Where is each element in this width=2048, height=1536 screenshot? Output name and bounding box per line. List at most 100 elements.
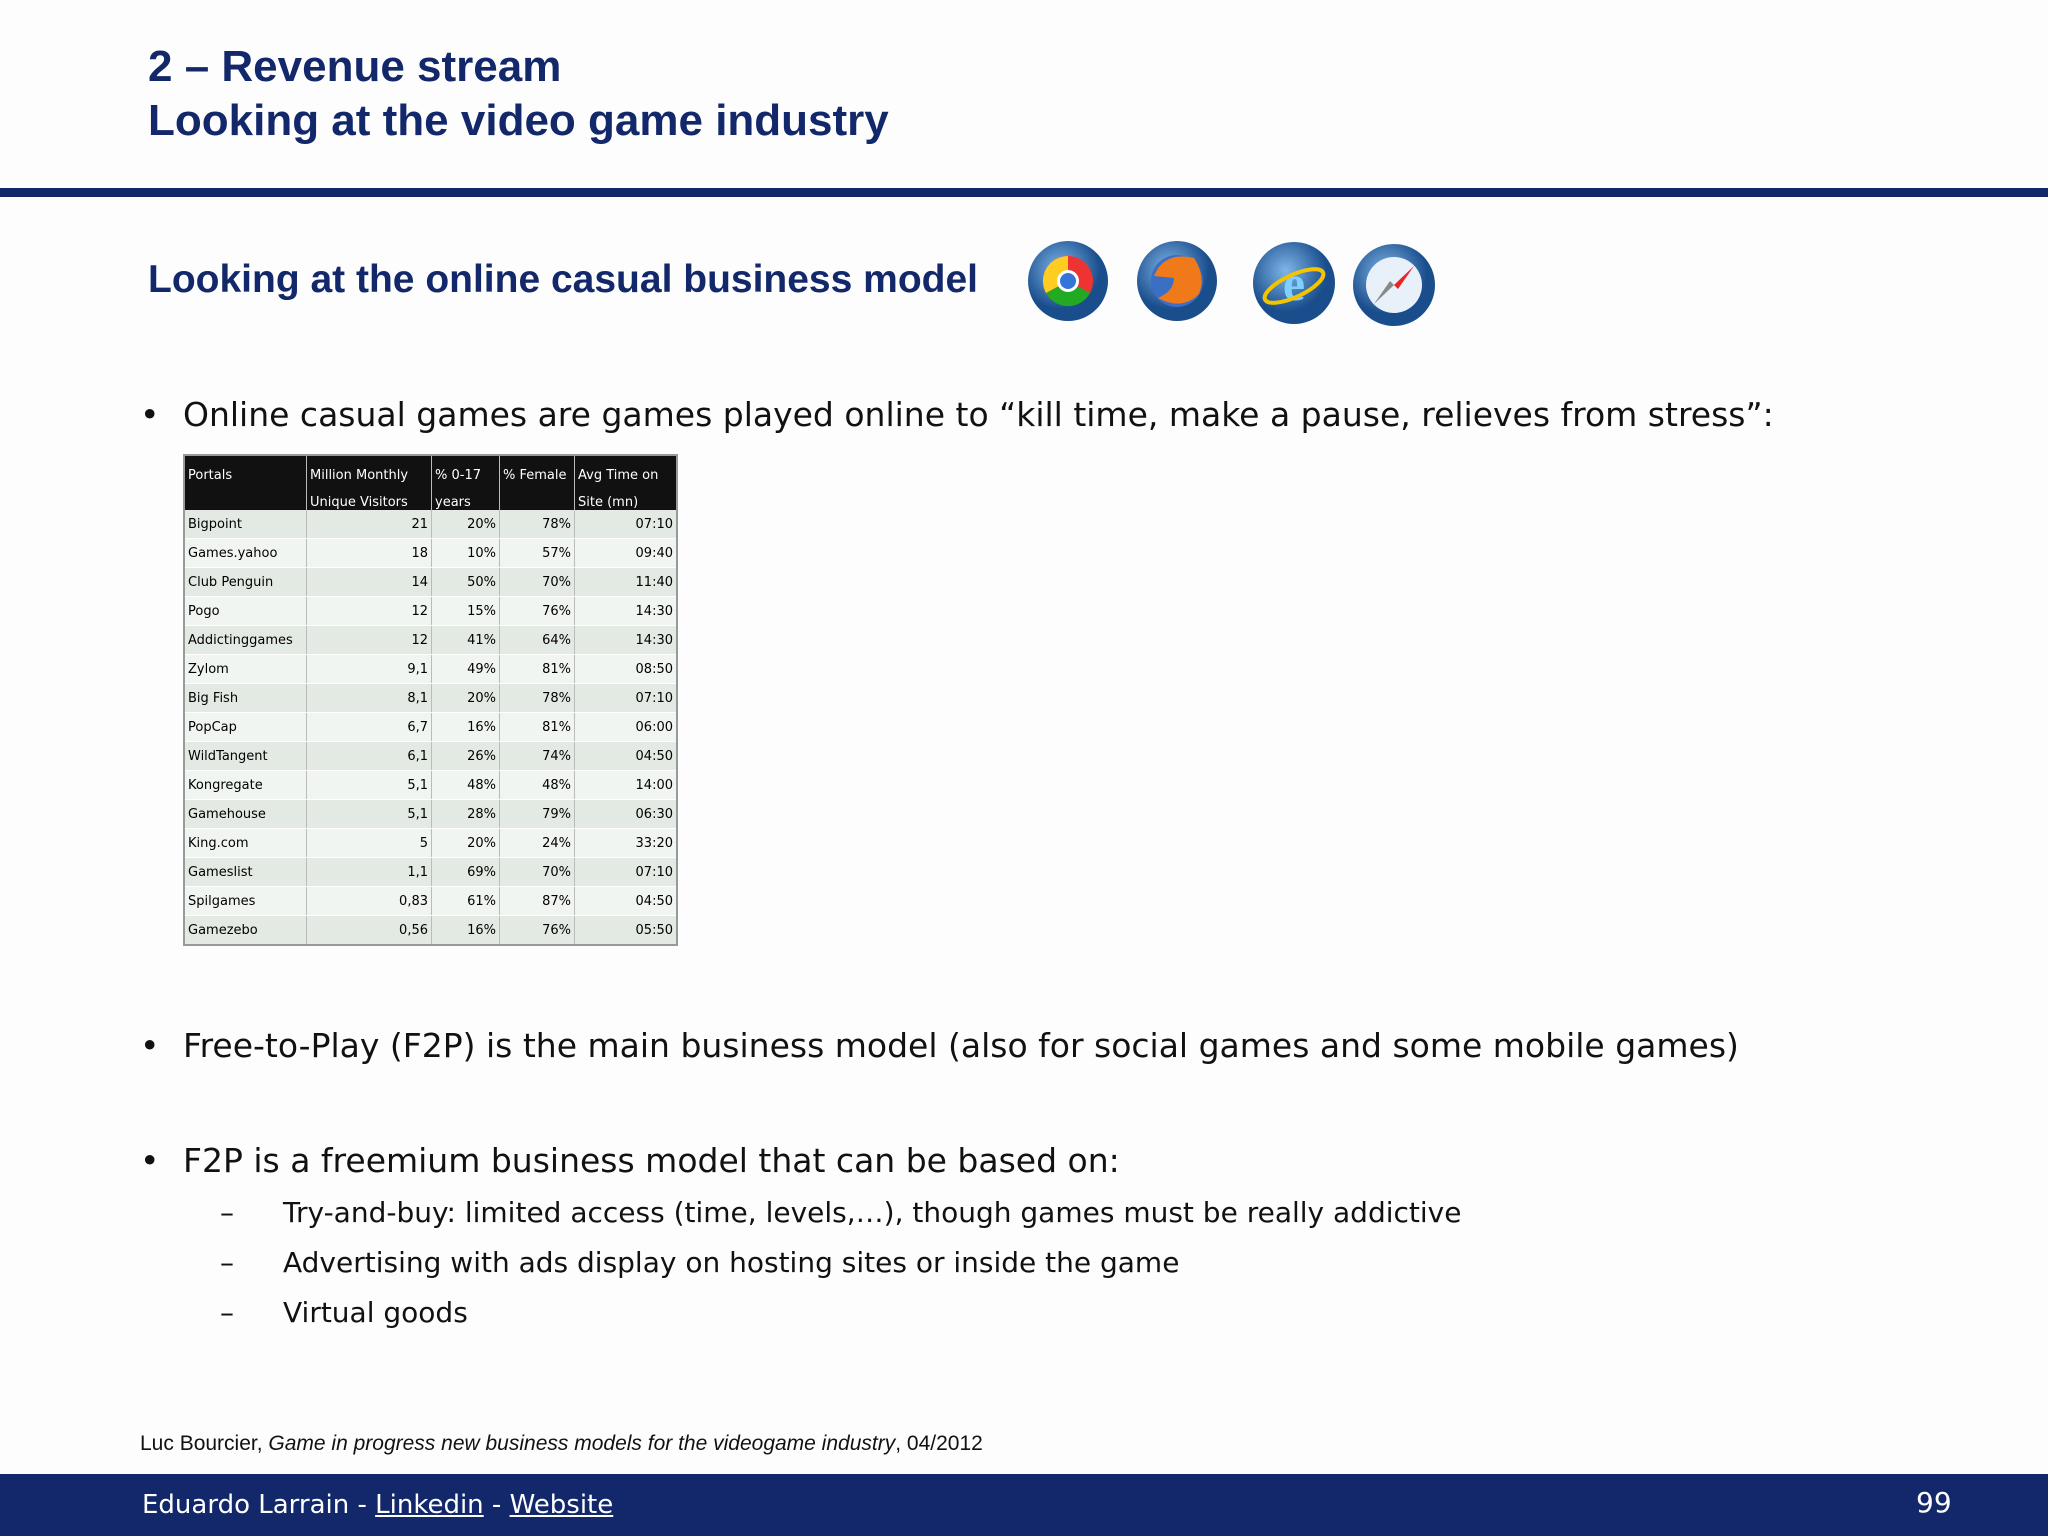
header-row: Portals Million Monthly% 0-17% Female Avg … — [184, 455, 678, 483]
table-cell: 06:30 — [574, 799, 678, 829]
table-cell: 14:00 — [574, 770, 678, 800]
sub-bullet: – Try-and-buy: limited access (time, leve… — [220, 1196, 1462, 1229]
table-cell: 14:30 — [574, 596, 678, 626]
table-cell: 07:10 — [574, 857, 678, 887]
table-cell: 15% — [431, 596, 500, 626]
table-cell: 05:50 — [574, 915, 678, 946]
bullet-text: Free-to-Play (F2P) is the main business … — [183, 1026, 1739, 1065]
table-row: Games.yahoo 18 10% 57% 09:40 — [184, 538, 678, 568]
table-cell: 11:40 — [574, 567, 678, 597]
table-cell: 61% — [431, 886, 500, 916]
header-cell: Site (mn) — [574, 483, 678, 510]
table-cell: 09:40 — [574, 538, 678, 568]
footer: Eduardo Larrain - Linkedin - Website 99 — [0, 1474, 2048, 1536]
footer-credits: Eduardo Larrain - Linkedin - Website — [142, 1490, 613, 1520]
title-line: Looking at the video game industry — [148, 96, 889, 145]
table-cell: Gamezebo — [184, 915, 307, 946]
table-row: Pogo 12 15% 76% 14:30 — [184, 596, 678, 626]
table-cell: 70% — [499, 567, 575, 597]
table-cell: 78% — [499, 510, 575, 539]
sub-bullet-text: Advertising with ads display on hosting … — [283, 1246, 1180, 1279]
subtitle: Looking at the online casual business mo… — [148, 258, 978, 301]
table-cell: 48% — [499, 770, 575, 800]
table-cell: 06:00 — [574, 712, 678, 742]
table-cell: Gamehouse — [184, 799, 307, 829]
table-row: Club Penguin 14 50% 70% 11:40 — [184, 567, 678, 597]
browser-icons: e — [1028, 241, 1435, 326]
title: 2 – Revenue stream Looking at the video g… — [148, 40, 889, 148]
table-cell: 20% — [431, 828, 500, 858]
table-cell: 79% — [499, 799, 575, 829]
table-cell: 6,1 — [306, 741, 432, 771]
table-cell: 9,1 — [306, 654, 432, 684]
table-cell: PopCap — [184, 712, 307, 742]
table-row: Bigpoint 21 20% 78% 07:10 — [184, 510, 678, 539]
bullet-text: Online casual games are games played onl… — [183, 395, 1774, 434]
table-cell: Pogo — [184, 596, 307, 626]
table-row: King.com 5 20% 24% 33:20 — [184, 828, 678, 858]
sub-bullet-text: Virtual goods — [283, 1296, 468, 1329]
table-cell: 20% — [431, 510, 500, 539]
table-cell: 18 — [306, 538, 432, 568]
table-cell: 81% — [499, 654, 575, 684]
header-cell: years — [431, 483, 500, 510]
table-cell: 6,7 — [306, 712, 432, 742]
header-cell — [184, 483, 307, 510]
table-cell: 0,56 — [306, 915, 432, 946]
table-cell: 69% — [431, 857, 500, 887]
table-cell: 20% — [431, 683, 500, 713]
table-cell: 5 — [306, 828, 432, 858]
table-cell: 76% — [499, 596, 575, 626]
header-cell: % Female — [499, 455, 575, 483]
table-cell: 81% — [499, 712, 575, 742]
table-cell: 87% — [499, 886, 575, 916]
table-cell: 1,1 — [306, 857, 432, 887]
table-cell: 10% — [431, 538, 500, 568]
table-cell: 26% — [431, 741, 500, 771]
table-cell: Bigpoint — [184, 510, 307, 539]
header-rule — [0, 188, 2048, 197]
table-row: Addictinggames 12 41% 64% 14:30 — [184, 625, 678, 655]
footer-separator: - — [483, 1490, 510, 1520]
page-number: 99 — [1916, 1486, 1952, 1519]
portal-table: Portals Million Monthly% 0-17% Female Avg … — [183, 454, 678, 946]
sub-bullet: – Virtual goods — [220, 1296, 468, 1329]
table-cell: Addictinggames — [184, 625, 307, 655]
sub-bullet: – Advertising with ads display on hosting… — [220, 1246, 1180, 1279]
table-cell: 74% — [499, 741, 575, 771]
table-cell: 16% — [431, 712, 500, 742]
table-cell: 70% — [499, 857, 575, 887]
title-line: 2 – Revenue stream — [148, 42, 562, 91]
table-cell: 50% — [431, 567, 500, 597]
table-cell: 12 — [306, 625, 432, 655]
table-row: Kongregate 5,1 48% 48% 14:00 — [184, 770, 678, 800]
table-cell: 33:20 — [574, 828, 678, 858]
table-cell: King.com — [184, 828, 307, 858]
table-cell: 5,1 — [306, 770, 432, 800]
table-cell: 04:50 — [574, 886, 678, 916]
citation: Luc Bourcier, Game in progress new busin… — [140, 1432, 983, 1456]
table-cell: 21 — [306, 510, 432, 539]
table-cell: 28% — [431, 799, 500, 829]
citation-date: , 04/2012 — [895, 1432, 983, 1455]
table-cell: 04:50 — [574, 741, 678, 771]
linkedin-link[interactable]: Linkedin — [375, 1490, 484, 1520]
table-cell: 08:50 — [574, 654, 678, 684]
table-cell: 5,1 — [306, 799, 432, 829]
table-row: Gameslist 1,1 69% 70% 07:10 — [184, 857, 678, 887]
table-cell: 0,83 — [306, 886, 432, 916]
table-cell: 12 — [306, 596, 432, 626]
table-cell: Spilgames — [184, 886, 307, 916]
header-cell: Unique Visitors — [306, 483, 432, 510]
table-cell: Big Fish — [184, 683, 307, 713]
header-cell: Avg Time on — [574, 455, 678, 483]
table-cell: 8,1 — [306, 683, 432, 713]
table-cell: 16% — [431, 915, 500, 946]
table-cell: 64% — [499, 625, 575, 655]
table-cell: 41% — [431, 625, 500, 655]
table-cell: 24% — [499, 828, 575, 858]
citation-author: Luc Bourcier, — [140, 1432, 269, 1455]
header-row: Unique Visitors years Site (mn) — [184, 483, 678, 510]
website-link[interactable]: Website — [509, 1490, 614, 1520]
